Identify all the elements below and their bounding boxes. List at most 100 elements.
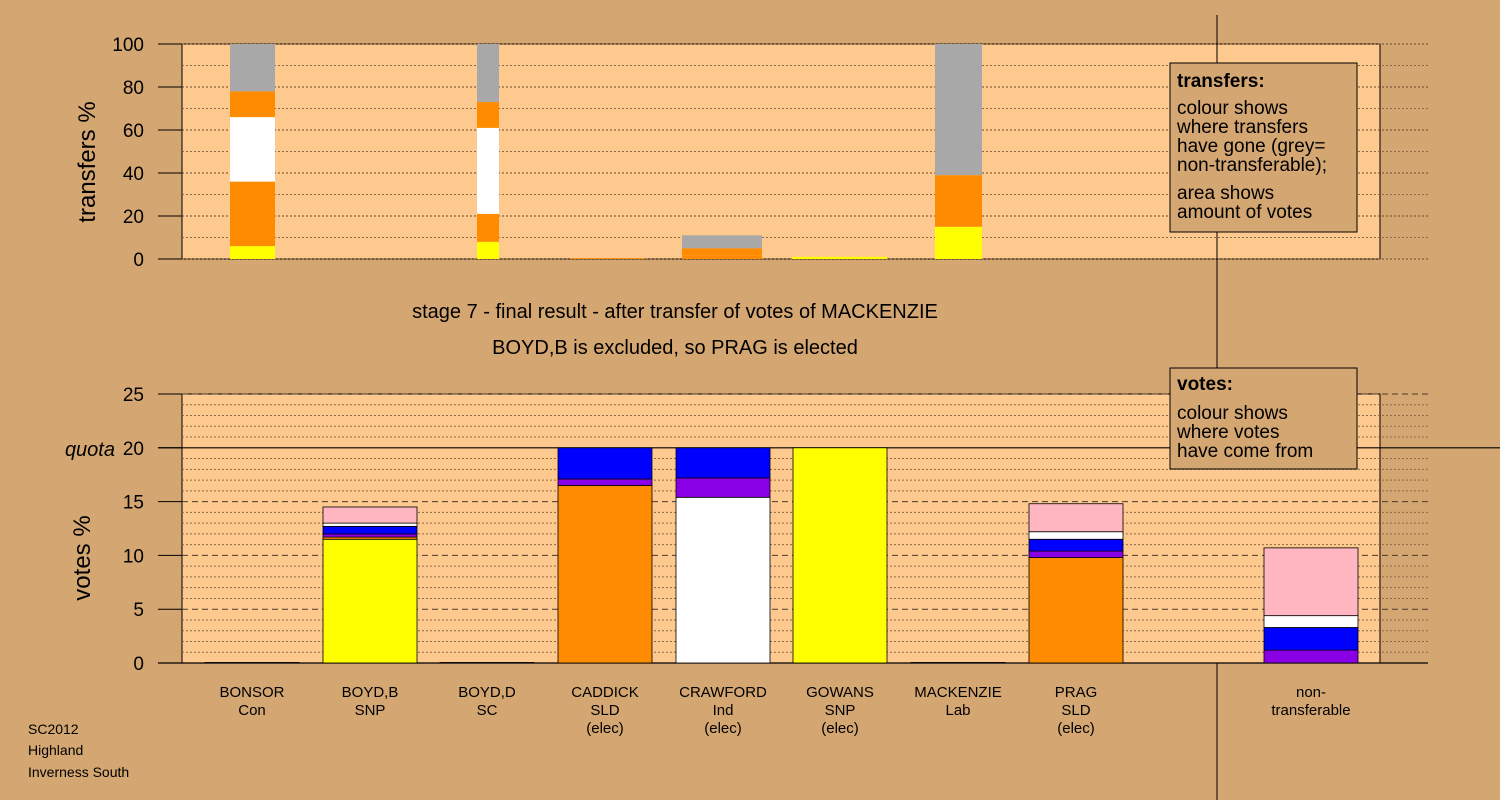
transfers-legend-box <box>1169 62 1358 233</box>
transfers-bar-segment <box>477 102 499 128</box>
votes-bar <box>439 662 535 664</box>
footer-info: SC2012 Highland Inverness South <box>28 721 129 780</box>
footer-line: Inverness South <box>28 764 129 780</box>
stage-subtitle: BOYD,B is excluded, so PRAG is elected <box>492 337 858 359</box>
candidate-label: PRAG <box>1055 684 1098 701</box>
votes-bar <box>792 447 888 664</box>
candidate-label: GOWANS <box>806 684 874 701</box>
candidate-label: BOYD,D <box>458 684 516 701</box>
votes-bar-segment <box>675 447 771 479</box>
votes-tick-label: 5 <box>133 600 144 621</box>
votes-tick-label: 15 <box>123 493 144 514</box>
votes-bar-segment <box>1263 627 1359 651</box>
transfers-bar-segment <box>570 258 645 259</box>
transfers-bar <box>935 44 982 259</box>
transfers-bars <box>230 44 982 259</box>
candidate-labels: BONSORConBOYD,BSNPBOYD,DSCCADDICKSLD(ele… <box>219 684 1350 737</box>
candidate-label: SLD <box>1061 702 1090 719</box>
votes-legend-title: votes: <box>1177 374 1233 395</box>
transfers-tick-label: 80 <box>123 78 144 99</box>
candidate-label: MACKENZIE <box>914 684 1002 701</box>
votes-bar-segment <box>1028 538 1124 552</box>
candidate-label: Lab <box>945 702 970 719</box>
candidate-label: (elec) <box>586 720 624 737</box>
candidate-label: non- <box>1296 684 1326 701</box>
transfers-tick-label: 100 <box>112 35 144 56</box>
votes-bar <box>1028 503 1124 664</box>
candidate-label: transferable <box>1271 702 1350 719</box>
votes-bar-segment <box>792 447 888 664</box>
transfers-legend-line: where transfers <box>1176 117 1308 138</box>
transfers-bar-segment <box>935 226 982 259</box>
transfers-legend-title: transfers: <box>1177 71 1265 92</box>
transfers-bar-segment <box>935 175 982 227</box>
footer-line: Highland <box>28 742 83 758</box>
transfers-bar-segment <box>230 246 275 259</box>
votes-bar <box>204 662 300 664</box>
votes-tick-label: 10 <box>123 546 144 567</box>
footer-line: SC2012 <box>28 721 79 737</box>
stage-title: stage 7 - final result - after transfer … <box>412 301 938 323</box>
votes-bar-segment <box>204 662 300 664</box>
votes-bar-segment <box>1263 649 1359 664</box>
votes-legend-line: have come from <box>1177 441 1313 462</box>
votes-bar-segment <box>675 496 771 664</box>
votes-legend-box <box>1169 367 1358 470</box>
votes-bar-segment <box>439 662 535 664</box>
transfers-bar-segment <box>477 241 499 259</box>
transfers-tick-label: 0 <box>133 250 144 271</box>
transfers-bar-segment <box>682 255 762 259</box>
votes-bar-segment <box>1028 503 1124 533</box>
transfers-bar-segment <box>230 181 275 247</box>
votes-bar <box>675 447 771 664</box>
transfers-legend-line: colour shows <box>1177 98 1288 119</box>
transfers-y-ticks: 0 20 40 60 80 100 <box>112 35 182 271</box>
votes-bar-segment <box>557 478 653 486</box>
votes-legend-line: colour shows <box>1177 403 1288 424</box>
transfers-legend-line: non-transferable); <box>1177 155 1327 176</box>
votes-y-axis-label: votes % <box>69 515 96 600</box>
votes-legend-line: where votes <box>1176 422 1279 443</box>
candidate-label: SNP <box>825 702 856 719</box>
transfers-bar <box>792 256 887 259</box>
candidate-label: BONSOR <box>219 684 284 701</box>
transfers-y-axis-label: transfers % <box>74 101 101 222</box>
votes-bar-segment <box>322 522 418 527</box>
transfers-bar <box>570 258 645 259</box>
votes-bar-segment <box>557 485 653 664</box>
transfers-legend-line: have gone (grey= <box>1177 136 1325 157</box>
candidate-label: SNP <box>355 702 386 719</box>
transfers-bar-segment <box>230 91 275 118</box>
votes-bar-segment <box>322 533 418 538</box>
candidate-label: CRAWFORD <box>679 684 767 701</box>
candidate-label: (elec) <box>1057 720 1095 737</box>
candidate-label: (elec) <box>821 720 859 737</box>
votes-tick-label: 20 <box>123 439 144 460</box>
votes-bar-segment <box>1263 547 1359 617</box>
transfers-bar <box>682 235 762 259</box>
votes-bar-segment <box>322 525 418 535</box>
transfers-tick-label: 40 <box>123 164 144 185</box>
votes-bar-segment <box>1263 615 1359 628</box>
transfers-bar-segment <box>477 44 499 103</box>
votes-bars <box>204 447 1359 664</box>
transfers-bar-segment <box>230 44 275 92</box>
candidate-label: (elec) <box>704 720 742 737</box>
transfers-bar <box>477 44 499 259</box>
votes-bar-segment <box>322 506 418 524</box>
votes-bar-segment <box>322 538 418 664</box>
transfers-bar-segment <box>682 235 762 249</box>
candidate-label: Ind <box>713 702 734 719</box>
quota-label: quota <box>65 439 115 461</box>
votes-bar-segment <box>910 662 1006 664</box>
votes-bar-segment <box>557 447 653 480</box>
transfers-bar-segment <box>230 117 275 182</box>
candidate-label: SLD <box>590 702 619 719</box>
votes-bar-segment <box>1028 550 1124 558</box>
transfers-bar-segment <box>477 127 499 214</box>
candidate-label: CADDICK <box>571 684 639 701</box>
transfers-legend: transfers: colour shows where transfers … <box>1169 62 1358 233</box>
votes-y-ticks: 0 5 10 15 20 25 <box>123 385 182 675</box>
